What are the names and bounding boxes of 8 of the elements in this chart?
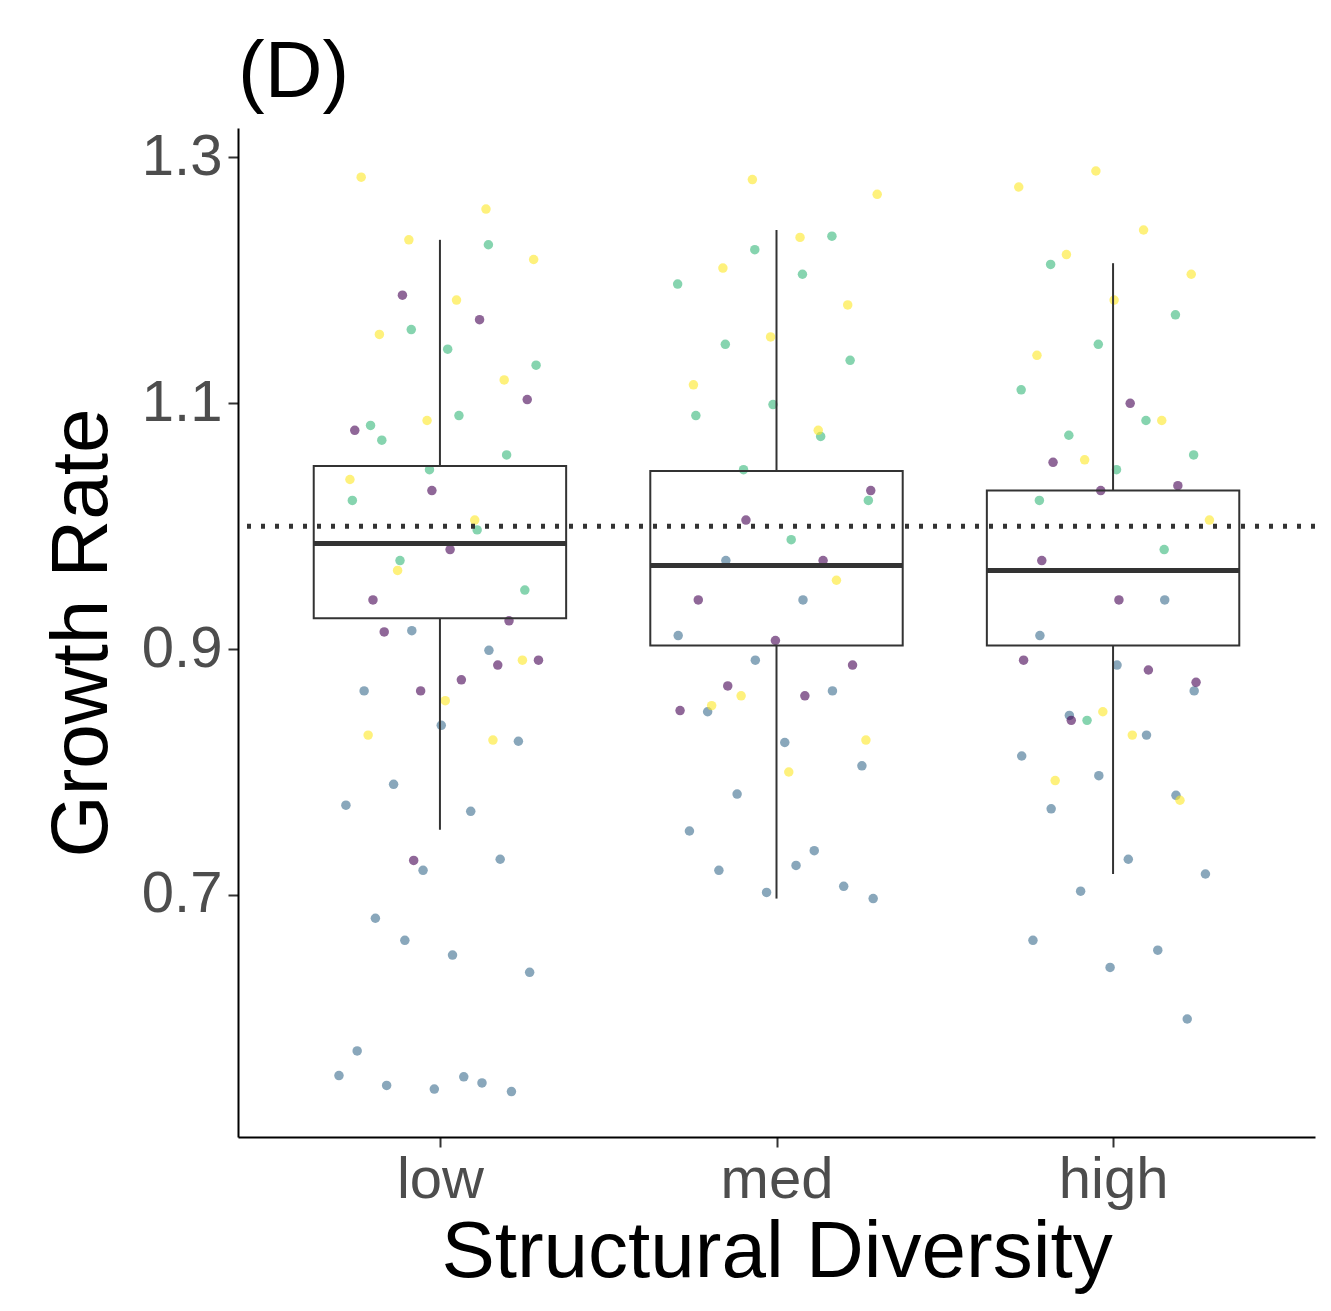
y-tick-label: 1.3 <box>141 122 223 187</box>
y-tick-label: 0.7 <box>141 859 223 925</box>
y-tick-label: 1.1 <box>141 367 223 433</box>
chart-title: (D) <box>238 25 350 114</box>
x-tick-label: med <box>720 1144 834 1210</box>
x-tick-label: low <box>396 1144 486 1210</box>
y-axis-title: Growth Rate <box>34 408 124 858</box>
y-tick-label: 0.9 <box>141 613 223 679</box>
